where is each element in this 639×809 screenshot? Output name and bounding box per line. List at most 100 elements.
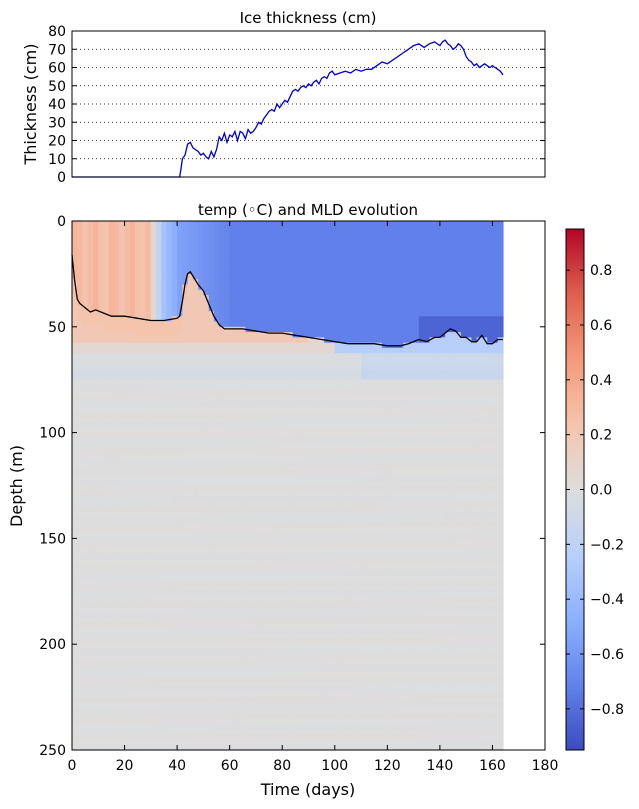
heatmap-cell bbox=[129, 342, 136, 349]
heatmap-cell bbox=[103, 273, 110, 280]
heatmap-cell bbox=[319, 628, 325, 635]
heatmap-cell bbox=[224, 675, 231, 682]
heatmap-cell bbox=[303, 432, 310, 439]
heatmap-cell bbox=[93, 437, 99, 444]
heatmap-cell bbox=[129, 697, 136, 703]
heatmap-cell bbox=[161, 247, 168, 254]
heatmap-cell bbox=[124, 221, 131, 227]
heatmap-cell bbox=[82, 474, 89, 481]
heatmap-cell bbox=[192, 247, 199, 254]
heatmap-cell bbox=[303, 316, 310, 323]
heatmap-cell bbox=[261, 586, 268, 592]
heatmap-cell bbox=[219, 538, 226, 545]
heatmap-cell bbox=[271, 496, 278, 502]
heatmap-cell bbox=[87, 422, 94, 428]
heatmap-cell bbox=[208, 342, 215, 349]
heatmap-cell bbox=[224, 342, 231, 349]
heatmap-cell bbox=[166, 258, 173, 264]
heatmap-cell bbox=[124, 369, 131, 376]
heatmap-cell bbox=[98, 744, 105, 751]
heatmap-cell bbox=[140, 596, 147, 603]
heatmap-cell bbox=[129, 575, 136, 582]
heatmap-cell bbox=[287, 273, 294, 280]
heatmap-cell bbox=[250, 416, 257, 423]
heatmap-cell bbox=[282, 416, 289, 423]
heatmap-cell bbox=[135, 411, 141, 418]
heatmap-cell bbox=[276, 607, 283, 614]
heatmap-cell bbox=[208, 443, 215, 450]
heatmap-cell bbox=[161, 691, 168, 698]
heatmap-cell bbox=[93, 506, 99, 513]
heatmap-cell bbox=[72, 464, 78, 471]
heatmap-cell bbox=[261, 258, 268, 264]
heatmap-cell bbox=[98, 226, 105, 233]
heatmap-cell bbox=[224, 221, 231, 227]
heatmap-cell bbox=[177, 633, 183, 640]
heatmap-cell bbox=[224, 226, 231, 233]
heatmap-cell bbox=[213, 427, 220, 434]
heatmap-cell bbox=[313, 416, 320, 423]
heatmap-cell bbox=[124, 501, 131, 508]
heatmap-cell bbox=[166, 638, 173, 645]
heatmap-cell bbox=[287, 601, 294, 608]
heatmap-cell bbox=[203, 310, 210, 317]
heatmap-cell bbox=[313, 358, 320, 365]
heatmap-cell bbox=[292, 707, 299, 714]
heatmap-cell bbox=[145, 305, 152, 312]
heatmap-cell bbox=[114, 612, 120, 619]
heatmap-cell bbox=[213, 617, 220, 624]
heatmap-cell bbox=[192, 427, 199, 434]
heatmap-cell bbox=[103, 660, 110, 666]
heatmap-cell bbox=[303, 448, 310, 455]
heatmap-cell bbox=[229, 607, 236, 614]
heatmap-cell bbox=[145, 533, 152, 539]
heatmap-cell bbox=[292, 295, 299, 301]
heatmap-cell bbox=[250, 628, 257, 635]
heatmap-cell bbox=[198, 332, 204, 338]
heatmap-cell bbox=[145, 728, 152, 735]
heatmap-cell bbox=[161, 342, 168, 349]
heatmap-cell bbox=[182, 681, 189, 688]
heatmap-cell bbox=[103, 691, 110, 698]
heatmap-cell bbox=[245, 649, 252, 656]
heatmap-cell bbox=[240, 231, 247, 238]
heatmap-cell bbox=[297, 268, 304, 275]
heatmap-cell bbox=[129, 607, 136, 614]
heatmap-cell bbox=[119, 485, 126, 492]
heatmap-cell bbox=[114, 638, 120, 645]
heatmap-cell bbox=[150, 511, 157, 518]
heatmap-cell bbox=[177, 305, 183, 312]
heatmap-cell bbox=[129, 316, 136, 323]
heatmap-cell bbox=[266, 702, 273, 709]
heatmap-cell bbox=[276, 252, 283, 259]
heatmap-cell bbox=[177, 416, 183, 423]
heatmap-cell bbox=[82, 310, 89, 317]
heatmap-cell bbox=[98, 623, 105, 629]
heatmap-cell bbox=[266, 321, 273, 328]
heatmap-cell bbox=[292, 321, 299, 328]
heatmap-cell bbox=[93, 326, 99, 333]
heatmap-cell bbox=[282, 607, 289, 614]
heatmap-cell bbox=[192, 554, 199, 561]
heatmap-cell bbox=[150, 517, 157, 524]
heatmap-cell bbox=[87, 623, 94, 629]
heatmap-cell bbox=[192, 305, 199, 312]
heatmap-cell bbox=[187, 712, 194, 719]
heatmap-cell bbox=[276, 633, 283, 640]
heatmap-cell bbox=[98, 358, 105, 365]
heatmap-cell bbox=[198, 305, 204, 312]
heatmap-cell bbox=[182, 395, 189, 402]
heatmap-cell bbox=[129, 453, 136, 460]
heatmap-cell bbox=[114, 543, 120, 550]
heatmap-cell bbox=[213, 316, 220, 323]
heatmap-cell bbox=[98, 464, 105, 471]
heatmap-cell bbox=[229, 559, 236, 566]
heatmap-cell bbox=[297, 580, 304, 587]
heatmap-cell bbox=[182, 665, 189, 672]
heatmap-cell bbox=[240, 522, 247, 529]
heatmap-cell bbox=[255, 591, 262, 598]
heatmap-cell bbox=[150, 258, 157, 264]
heatmap-cell bbox=[319, 649, 325, 656]
heatmap-cell bbox=[156, 448, 162, 455]
heatmap-cell bbox=[108, 400, 115, 407]
